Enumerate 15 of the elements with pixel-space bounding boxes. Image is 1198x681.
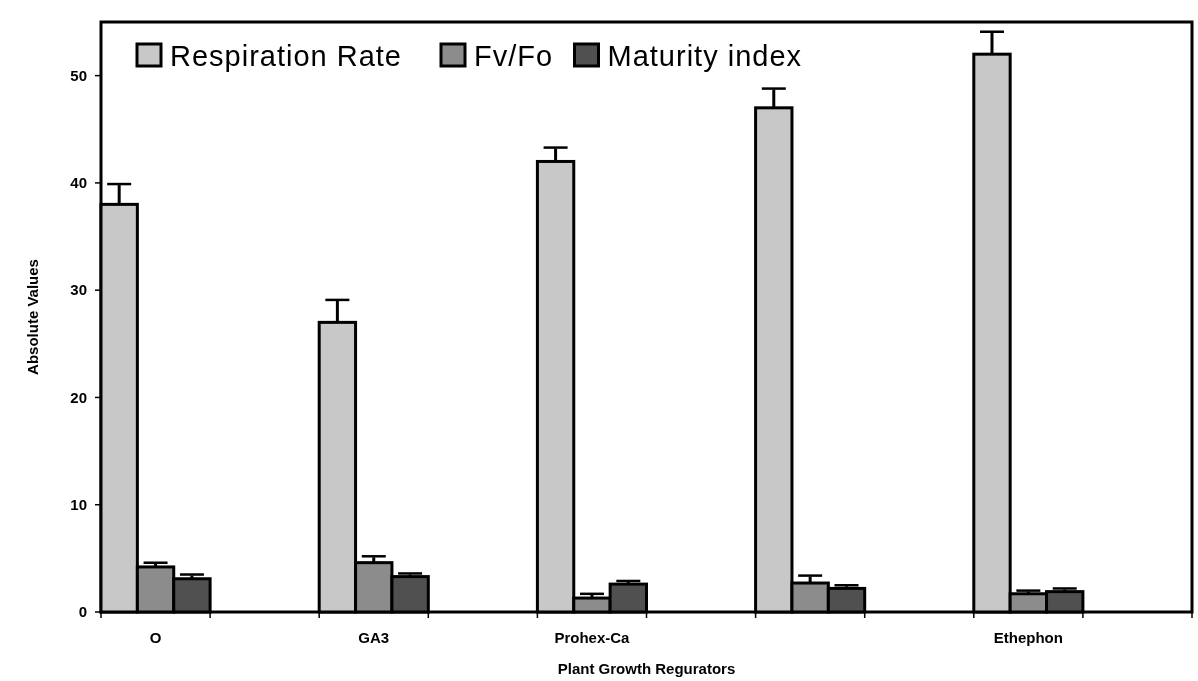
legend-label: Maturity index — [607, 40, 803, 73]
x-tick-label: Ethephon — [993, 629, 1063, 646]
y-tick-label: 0 — [78, 603, 87, 621]
y-tick-label: 40 — [70, 174, 87, 192]
x-tick-label: Prohex-Ca — [554, 629, 631, 646]
y-tick-label: 30 — [70, 281, 87, 299]
x-axis-title: Plant Growth Regurators — [557, 660, 736, 677]
x-tick-label: GA3 — [358, 629, 390, 646]
x-tick-label: O — [149, 629, 162, 646]
y-tick-label: 10 — [70, 495, 87, 513]
legend-label: Respiration Rate — [170, 40, 402, 73]
y-tick-label: 20 — [70, 388, 87, 406]
y-axis-title: Absolute Values — [24, 259, 41, 375]
legend-label: Fv/Fo — [474, 40, 554, 73]
y-tick-label: 50 — [70, 66, 87, 84]
